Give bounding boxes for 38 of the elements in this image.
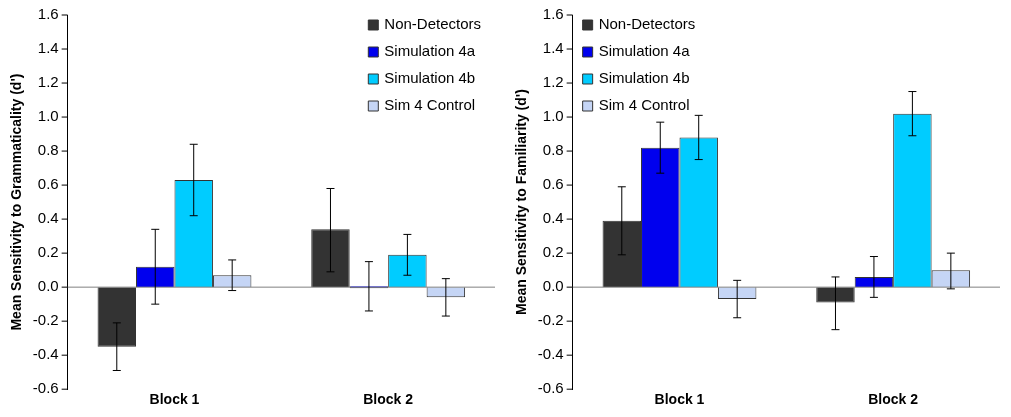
- legend-label: Simulation 4b: [598, 69, 690, 87]
- x-tick-label: Block 1: [654, 391, 705, 408]
- y-tick-label: 0.8: [542, 141, 564, 159]
- legend-label: Simulation 4b: [384, 69, 476, 87]
- y-tick-label: 1.4: [542, 39, 564, 57]
- x-tick-label: Block 1: [149, 391, 200, 408]
- y-tick-label: 1.6: [37, 5, 59, 23]
- y-tick-label: 0.6: [37, 175, 59, 193]
- x-tick-label: Block 2: [363, 391, 414, 408]
- y-tick-label: 0.2: [37, 243, 59, 261]
- y-tick-label: 0.0: [37, 277, 59, 295]
- legend-label: Simulation 4a: [598, 42, 691, 60]
- y-axis-title: Mean Sensitivity to Grammaticality (d'): [8, 73, 25, 331]
- y-tick-label: 0.2: [542, 243, 564, 261]
- y-tick-label: 0.6: [542, 175, 564, 193]
- y-tick-label: 0.8: [37, 141, 59, 159]
- y-tick-label: 1.6: [542, 5, 564, 23]
- y-tick-label: -0.2: [32, 311, 59, 329]
- y-tick-label: -0.4: [537, 345, 564, 363]
- y-tick-label: -0.4: [32, 345, 59, 363]
- y-tick-label: 1.0: [37, 107, 59, 125]
- y-tick-label: 0.4: [37, 209, 59, 227]
- legend-label: Sim 4 Control: [598, 96, 690, 114]
- y-axis-title: Mean Sensitivity to Familiarity (d'): [513, 89, 530, 316]
- y-tick-label: -0.6: [537, 379, 564, 397]
- y-tick-label: -0.6: [32, 379, 59, 397]
- y-tick-label: -0.2: [537, 311, 564, 329]
- legend-label: Sim 4 Control: [384, 96, 476, 114]
- y-tick-label: 1.0: [542, 107, 564, 125]
- y-tick-label: 1.2: [542, 73, 564, 91]
- legend-label: Non-Detectors: [384, 15, 481, 33]
- y-tick-label: 0.0: [542, 277, 564, 295]
- legend-label: Non-Detectors: [598, 15, 696, 33]
- y-tick-label: 1.4: [37, 39, 59, 57]
- y-tick-label: 1.2: [37, 73, 59, 91]
- legend-label: Simulation 4a: [384, 42, 476, 60]
- x-tick-label: Block 2: [868, 391, 919, 408]
- y-tick-label: 0.4: [542, 209, 564, 227]
